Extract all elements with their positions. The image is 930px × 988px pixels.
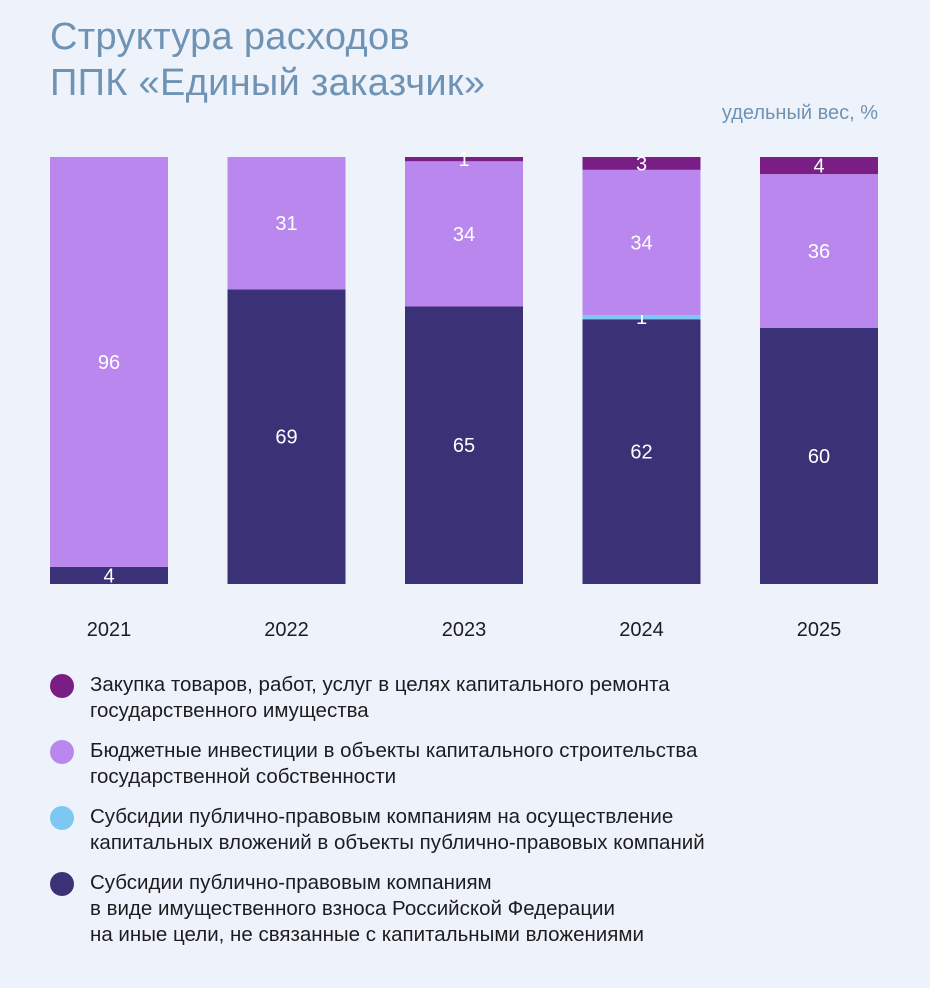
legend: Закупка товаров, работ, услуг в целях ка… xyxy=(50,672,890,962)
unit-label: удельный вес, % xyxy=(721,102,878,124)
legend-dot-property-contribution xyxy=(50,872,74,896)
bar-segment-capital-repair-2023 xyxy=(405,157,523,162)
data-label-budget-investments-2023: 34 xyxy=(453,224,475,246)
x-tick-label-2022: 2022 xyxy=(264,619,309,641)
legend-item-capital-subsidies: Субсидии публично-правовым компаниям на … xyxy=(50,804,890,856)
bar-segment-budget-investments-2024 xyxy=(582,169,701,315)
data-label-capital-repair-2025: 4 xyxy=(813,156,824,178)
bar-segment-property-contribution-2023 xyxy=(405,306,523,584)
legend-dot-capital-repair xyxy=(50,674,74,698)
x-tick-label-2021: 2021 xyxy=(87,619,132,641)
data-label-budget-investments-2025: 36 xyxy=(808,241,830,263)
data-label-property-contribution-2022: 69 xyxy=(275,427,297,449)
chart-title-line-1: Структура расходов xyxy=(50,16,410,58)
legend-label-property-contribution: Субсидии публично-правовым компаниям в в… xyxy=(90,871,644,946)
data-label-property-contribution-2023: 65 xyxy=(453,435,475,457)
bar-segment-capital-subsidies-2024 xyxy=(582,314,701,320)
bar-segment-property-contribution-2022 xyxy=(227,289,346,584)
bar-segment-property-contribution-2021 xyxy=(50,566,168,584)
bar-segment-property-contribution-2024 xyxy=(582,319,701,584)
data-label-budget-investments-2022: 31 xyxy=(275,213,297,235)
legend-label-capital-repair: Закупка товаров, работ, услуг в целях ка… xyxy=(90,673,670,722)
x-tick-label-2023: 2023 xyxy=(442,619,487,641)
chart-title-line-2: ППК «Единый заказчик» xyxy=(50,62,486,104)
data-label-property-contribution-2021: 4 xyxy=(103,565,114,587)
bar-segment-budget-investments-2025 xyxy=(760,174,878,328)
legend-item-budget-investments: Бюджетные инвестиции в объекты капитальн… xyxy=(50,738,890,790)
data-label-property-contribution-2024: 62 xyxy=(630,442,652,464)
x-tick-label-2025: 2025 xyxy=(797,619,842,641)
x-tick-label-2024: 2024 xyxy=(619,619,664,641)
data-label-capital-subsidies-2024: 1 xyxy=(636,307,647,329)
legend-item-property-contribution: Субсидии публично-правовым компаниям в в… xyxy=(50,870,890,948)
legend-label-capital-subsidies: Субсидии публично-правовым компаниям на … xyxy=(90,805,705,854)
legend-label-budget-investments: Бюджетные инвестиции в объекты капитальн… xyxy=(90,739,698,788)
bar-segment-budget-investments-2023 xyxy=(405,161,523,307)
bar-segment-capital-repair-2024 xyxy=(582,157,701,170)
data-label-budget-investments-2024: 34 xyxy=(630,232,652,254)
data-label-capital-repair-2023: 1 xyxy=(458,149,469,171)
legend-dot-budget-investments xyxy=(50,740,74,764)
data-label-capital-repair-2024: 3 xyxy=(636,153,647,175)
bar-segment-budget-investments-2021 xyxy=(50,157,168,567)
bar-segment-budget-investments-2022 xyxy=(227,157,346,290)
stacked-bar-chart: 4 96 2021 69 31 2022 65 34 1 2023 62 1 34 3 2024 60 36 4 2… xyxy=(50,149,878,641)
legend-dot-capital-subsidies xyxy=(50,806,74,830)
data-label-budget-investments-2021: 96 xyxy=(98,352,120,374)
legend-item-capital-repair: Закупка товаров, работ, услуг в целях ка… xyxy=(50,672,890,724)
chart-title: Структура расходов ППК «Единый заказчик» xyxy=(50,14,485,106)
data-label-property-contribution-2025: 60 xyxy=(808,446,830,468)
bar-segment-capital-repair-2025 xyxy=(760,157,878,175)
bar-segment-property-contribution-2025 xyxy=(760,327,878,584)
